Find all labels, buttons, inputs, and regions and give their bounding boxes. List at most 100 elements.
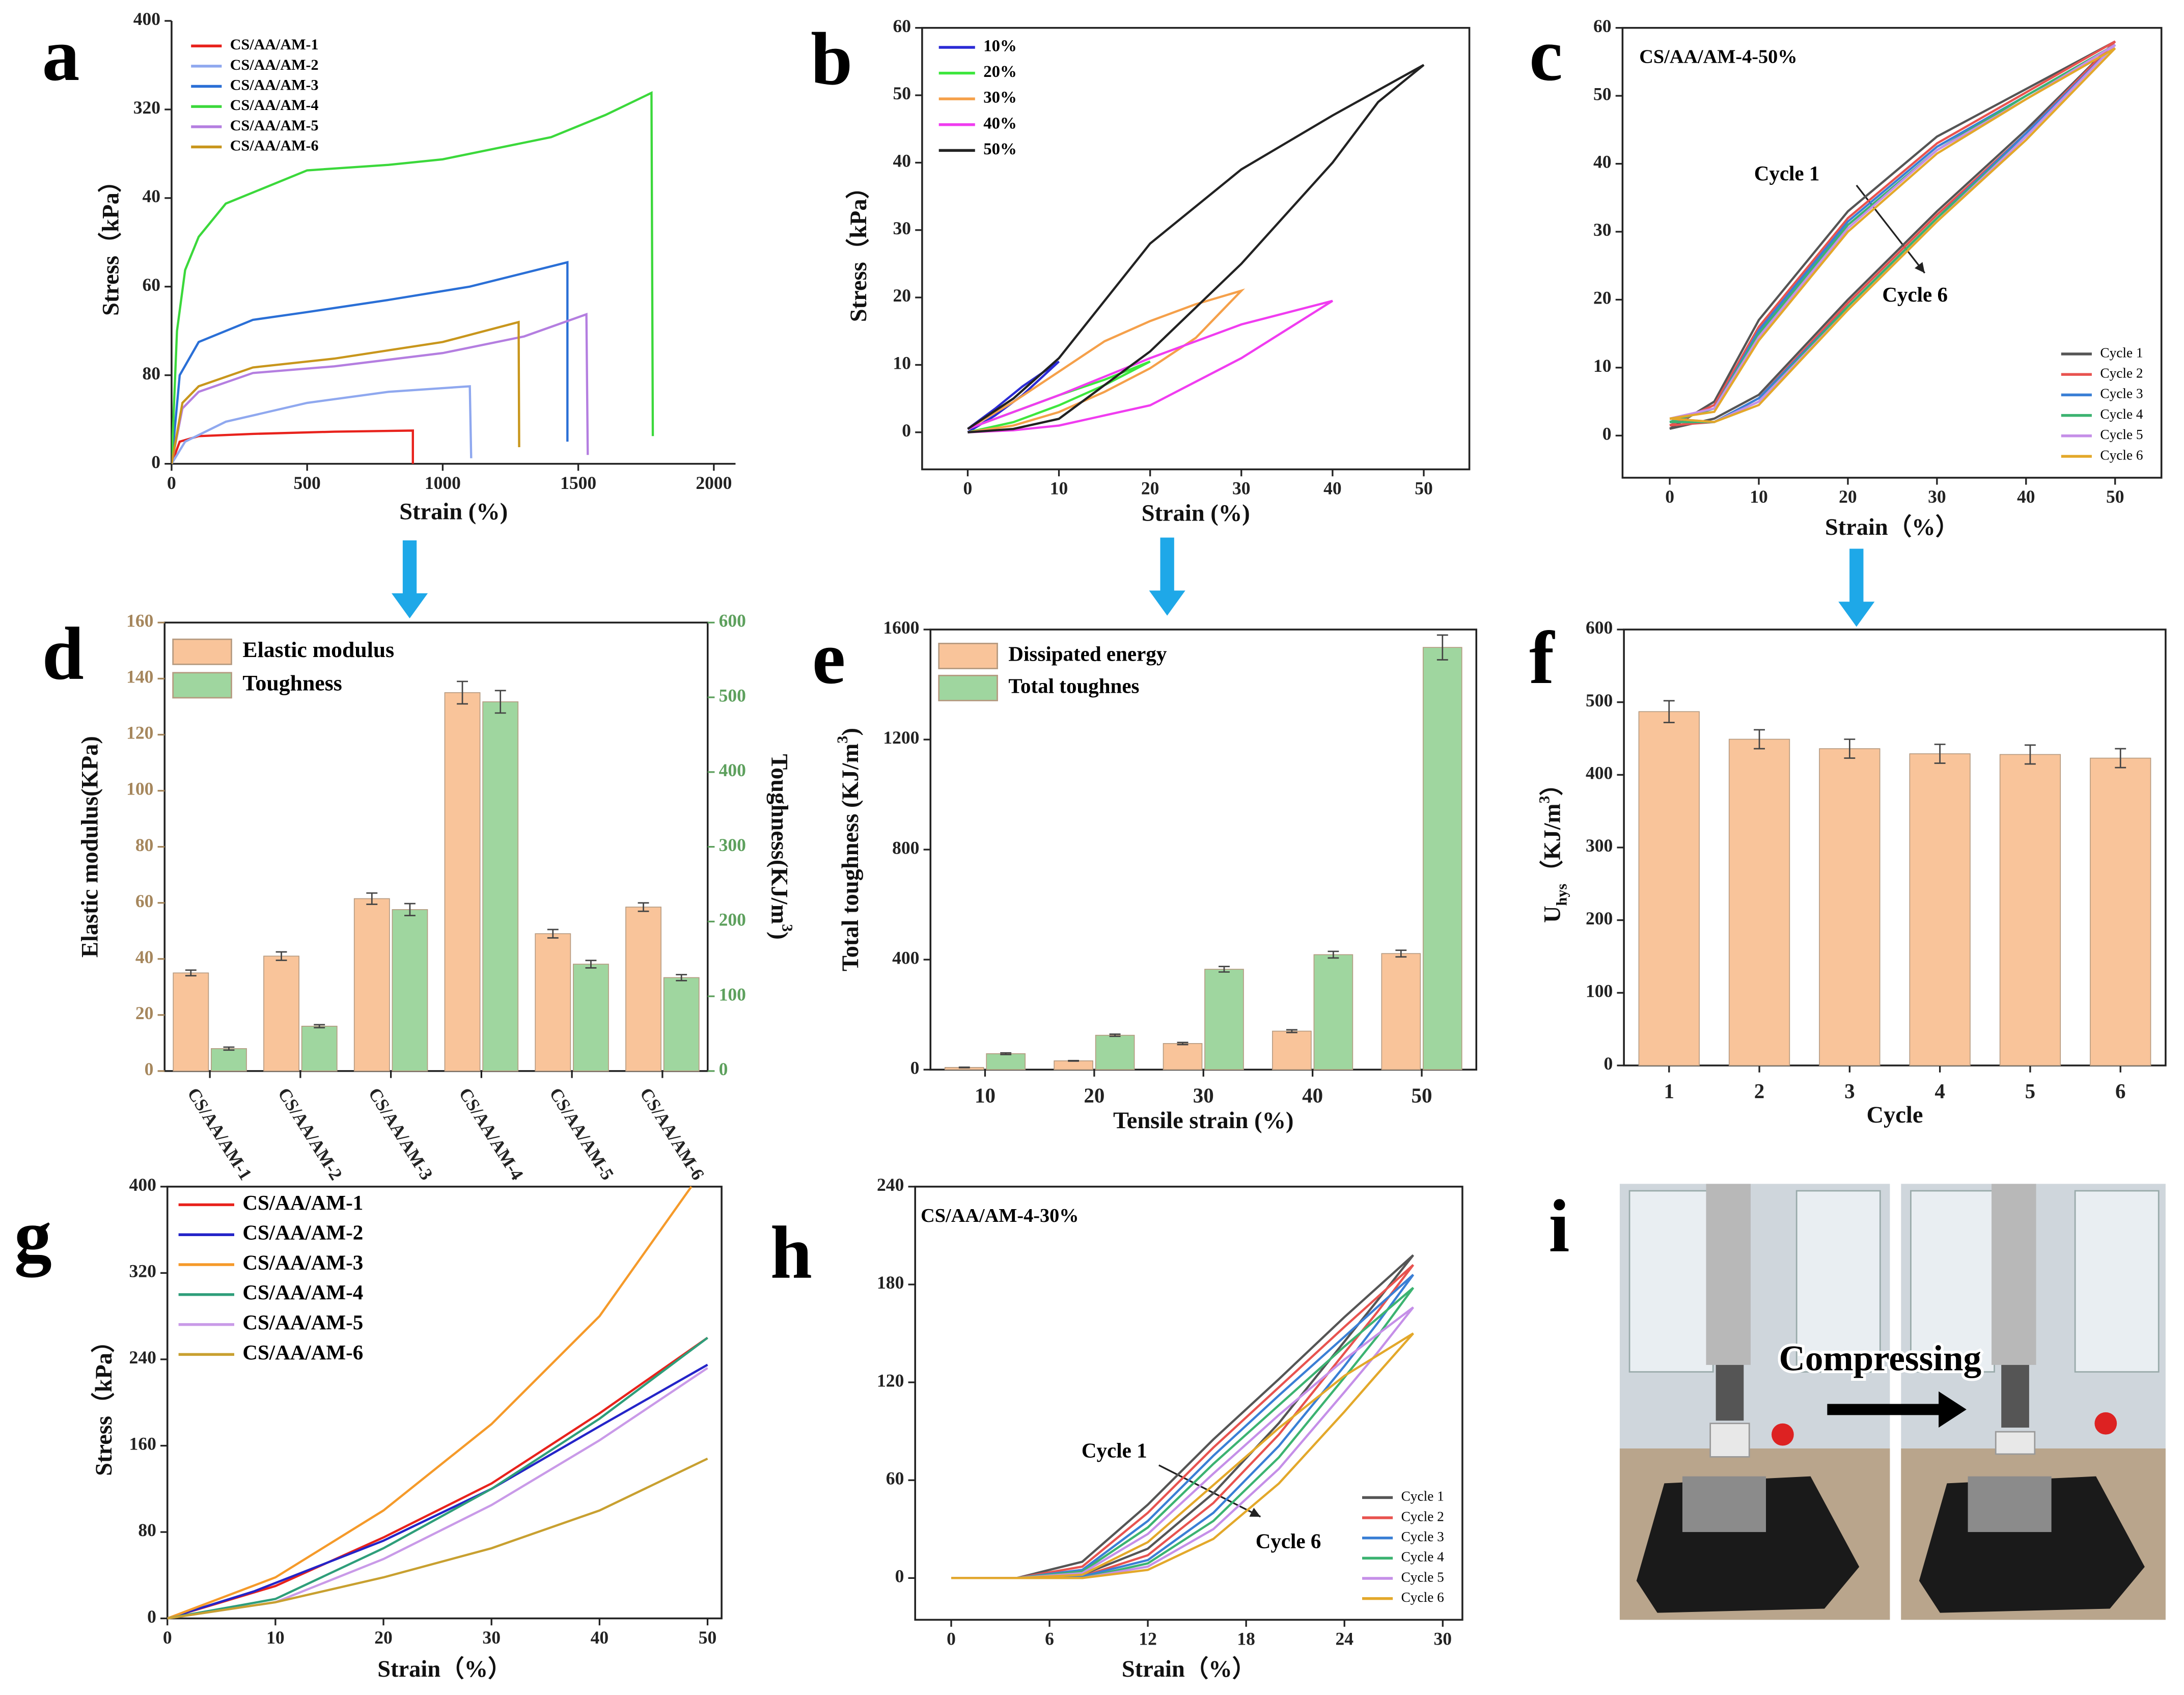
annotation: Cycle 6 [1882,283,1948,306]
legend-label: CS/AA/AM-4 [242,1280,363,1304]
label-part: hys [1553,884,1570,906]
x-tick-label: 1 [1664,1079,1675,1103]
error-bar [1328,950,1339,959]
x-tick-label: 10 [1750,486,1768,507]
y-tick-label: 80 [135,835,154,855]
y-tick-label: 1200 [883,727,919,748]
y-tick-label: 320 [129,1261,156,1281]
label-part: U [1539,906,1565,923]
y-tick-label: 30 [1593,220,1612,240]
error-bar [585,960,597,969]
x-tick-label: 30 [1434,1629,1452,1649]
legend-label: 10% [983,37,1017,56]
label-part: 3 [779,924,796,932]
y-tick-label: 60 [893,16,911,36]
window [1795,1190,1881,1373]
legend-label: CS/AA/AM-3 [230,76,319,93]
bar [392,909,428,1072]
error-bar [958,1066,970,1069]
y-tick-label: 0 [719,1059,728,1079]
x-tick-label: 0 [1665,486,1674,507]
legend-label: Cycle 5 [2100,427,2143,442]
error-bar [676,974,687,981]
series-line [967,299,1334,433]
series-line [951,1306,1415,1579]
chart-panel: h060120180240Strain（%）CS/AA/AM-4-30%Cycl… [770,1174,1463,1682]
x-tick-label: 30 [482,1627,501,1648]
x-tick-label: 40 [2017,486,2035,507]
panel-letter: e [812,616,846,699]
panel-letter: f [1529,616,1555,699]
label-part: ) [766,932,792,939]
y-tick-label: 140 [126,667,153,687]
bar [1381,953,1421,1070]
window [1628,1190,1714,1373]
panel-letter: i [1549,1184,1569,1268]
bar [301,1026,338,1072]
x-tick-label: 0 [167,473,176,493]
x-tick-label: 2 [1754,1079,1765,1103]
y-tick-label: 500 [1586,690,1613,710]
legend-label: Cycle 1 [2100,345,2143,360]
y-tick-label: 60 [143,275,161,295]
error-bar [547,928,559,939]
stop-button [1771,1423,1794,1446]
bar [986,1053,1026,1070]
y-tick-label: 0 [910,1057,920,1078]
legend-label: Elastic modulus [242,638,394,662]
y-tick-label: 80 [143,363,161,384]
window [2074,1190,2160,1373]
x-axis-label: Strain（%） [1825,514,1959,540]
bar [663,977,700,1072]
series-line [951,1274,1415,1579]
series-line [951,1287,1415,1579]
bar [1638,711,1700,1066]
series-line [167,1457,708,1620]
y-tick-label: 300 [719,835,746,855]
legend-label: CS/AA/AM-1 [242,1191,363,1214]
y-tick-label: 240 [877,1174,904,1195]
y-tick-label: 20 [135,1003,154,1023]
error-bar [1109,1033,1121,1037]
x-tick-label: 20 [1084,1083,1104,1107]
panel-letter: c [1529,13,1563,96]
legend-label: 20% [983,63,1017,81]
chart-panel: b 0 10 20 30 40 50 60 Stress（kPa） Strain (%) 0 10 20… [811,16,1471,526]
x-axis-label: Strain (%) [1142,500,1250,526]
label-part: ） [1539,772,1565,796]
legend-label: Cycle 4 [1401,1549,1445,1565]
y-tick-label: 200 [719,910,746,930]
y-tick-label: 400 [719,760,746,780]
error-bar [1068,1059,1080,1062]
x-tick-label: 500 [294,473,321,493]
legend-label: 30% [983,89,1017,107]
x-tick-label: 2000 [696,473,732,493]
legend-label: CS/AA/AM-4 [230,96,319,114]
legend-label: Dissipated energy [1008,642,1167,665]
y-tick-label: 800 [892,837,919,858]
chart-panel: g 0 80 160 240 320 400 Stress（kPa） Strain（%） 0 10 2… [14,1174,723,1682]
annotation: Cycle 1 [1082,1439,1147,1462]
legend-label: Cycle 2 [2100,365,2143,380]
x-tick-label: 10 [1050,478,1068,499]
series-line [951,1254,1415,1579]
series-line [167,1336,708,1620]
bar [263,955,299,1072]
legend-label: CS/AA/AM-6 [230,136,319,154]
y-tick-label: 0 [151,452,160,472]
plate [1968,1476,2052,1533]
series-line [951,1332,1415,1579]
y-tick-label: 160 [126,611,153,631]
legend-swatch [938,643,998,669]
load-cell [1706,1184,1751,1365]
x-axis-label: Strain（%） [377,1656,511,1682]
legend-label: 40% [983,114,1017,132]
arrow [1149,537,1185,616]
x-axis-label: Cycle [1867,1102,1923,1128]
label-part: （KJ/m [1539,804,1565,884]
bar [1272,1030,1312,1070]
legend-label: Cycle 2 [1401,1509,1444,1524]
x-tick-label: 40 [1302,1083,1323,1107]
